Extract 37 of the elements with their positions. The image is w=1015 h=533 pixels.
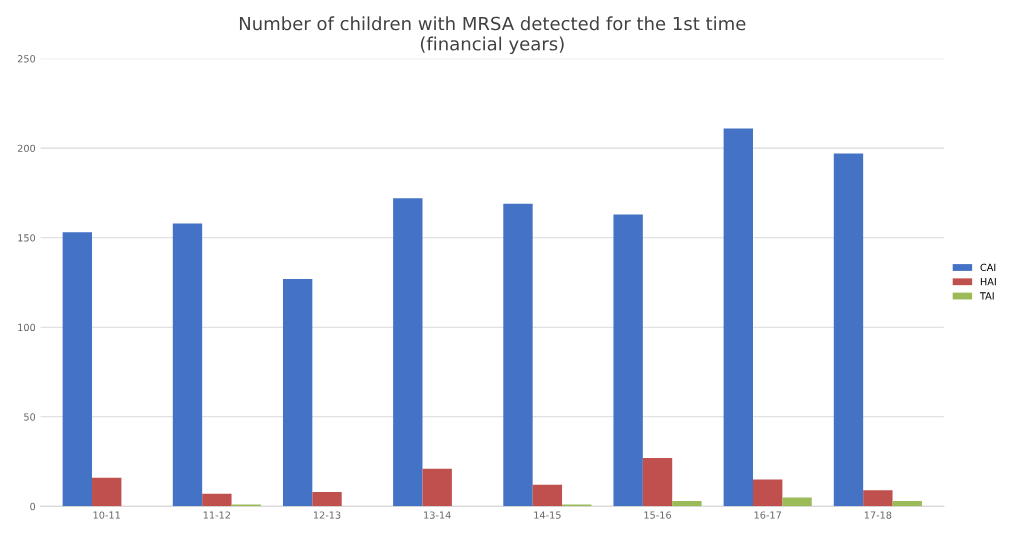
bar (172, 223, 203, 507)
y-tick-label: 100 (18, 323, 36, 332)
y-tick-label: 250 (17, 55, 36, 63)
bar (202, 493, 232, 507)
bar (422, 468, 452, 507)
bar (892, 500, 922, 507)
bar (62, 232, 93, 507)
legend-label: CAI (980, 263, 996, 272)
x-tick-label: 13-14 (424, 511, 451, 519)
bar (642, 458, 673, 507)
bar (312, 492, 342, 507)
bar (782, 497, 812, 507)
y-tick-label: 150 (18, 234, 36, 242)
bar (503, 203, 533, 507)
x-tick-label: 12-13 (313, 511, 341, 519)
bar (532, 484, 563, 507)
x-tick-label: 10-11 (93, 511, 120, 519)
y-tick-label: 0 (30, 502, 36, 511)
x-tick-label: 15-16 (644, 511, 672, 519)
chart-title: Number of children with MRSA detected for the 1st time (financial years) (239, 16, 746, 55)
bar (672, 500, 702, 507)
x-tick-label: 11-12 (203, 511, 231, 519)
legend-label: TAI (979, 292, 994, 300)
y-tick-label: 200 (17, 144, 36, 153)
bar (833, 153, 864, 507)
y-tick-label: 50 (24, 413, 36, 421)
bar (723, 128, 753, 507)
bar (393, 198, 423, 507)
x-tick-label: 16-17 (754, 511, 781, 519)
bar (613, 214, 643, 507)
x-tick-label: 14-15 (534, 511, 561, 519)
bar (282, 278, 313, 507)
bar (863, 490, 893, 507)
bar (92, 477, 122, 507)
bar (753, 479, 783, 507)
x-tick-label: 17-18 (864, 511, 892, 519)
legend-label: HAI (980, 278, 996, 286)
